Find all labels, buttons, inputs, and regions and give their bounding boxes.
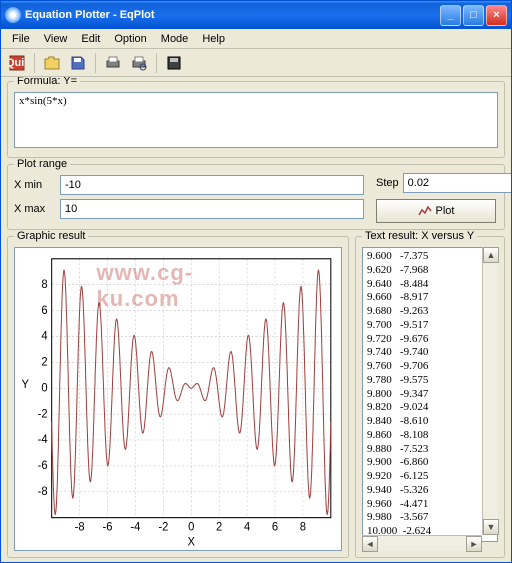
text-result-group: Text result: X versus Y 9.600 -7.375 9.6… [355, 236, 505, 558]
plot-icon [418, 205, 432, 217]
svg-text:-8: -8 [75, 521, 85, 533]
graphic-label: Graphic result [14, 230, 88, 242]
app-window: Equation Plotter - EqPlot _ □ × File Vie… [0, 0, 512, 563]
formula-input[interactable] [14, 92, 498, 148]
xmax-label: X max [14, 203, 54, 215]
formula-label: Formula: Y= [14, 77, 80, 87]
svg-text:6: 6 [272, 521, 278, 533]
step-label: Step [376, 177, 399, 189]
menu-file[interactable]: File [5, 31, 37, 47]
separator [156, 53, 157, 73]
svg-text:8: 8 [300, 521, 306, 533]
open-button[interactable] [40, 51, 64, 75]
save-button[interactable] [66, 51, 90, 75]
svg-text:-6: -6 [38, 460, 48, 472]
app-icon [5, 7, 21, 23]
svg-text:-2: -2 [38, 408, 48, 420]
separator [95, 53, 96, 73]
formula-group: Formula: Y= [7, 81, 505, 158]
svg-text:2: 2 [216, 521, 222, 533]
svg-text:Quit: Quit [9, 57, 25, 69]
print-button[interactable] [101, 51, 125, 75]
svg-text:-4: -4 [130, 521, 141, 533]
svg-text:4: 4 [244, 521, 251, 533]
scroll-left-icon[interactable]: ◄ [362, 536, 378, 552]
xmin-input[interactable] [60, 175, 364, 195]
plot-range-label: Plot range [14, 158, 70, 170]
svg-text:X: X [188, 536, 196, 548]
scroll-right-icon[interactable]: ► [466, 536, 482, 552]
text-result-label: Text result: X versus Y [362, 230, 477, 242]
minimize-button[interactable]: _ [440, 5, 461, 26]
scrollbar-vertical[interactable]: ▲ ▼ [482, 247, 498, 535]
graphic-group: Graphic result -8-6-4-202468-8-6-4-20246… [7, 236, 349, 558]
text-result-area[interactable]: 9.600 -7.375 9.620 -7.968 9.640 -8.484 9… [362, 247, 498, 542]
menu-help[interactable]: Help [195, 31, 232, 47]
maximize-button[interactable]: □ [463, 5, 484, 26]
titlebar[interactable]: Equation Plotter - EqPlot _ □ × [1, 1, 511, 29]
scroll-up-icon[interactable]: ▲ [483, 247, 499, 263]
menu-option[interactable]: Option [107, 31, 153, 47]
menu-mode[interactable]: Mode [154, 31, 196, 47]
client-area: Formula: Y= Plot range X min X max Step [1, 77, 511, 562]
svg-text:-8: -8 [38, 486, 48, 498]
disk-button[interactable] [162, 51, 186, 75]
print-preview-button[interactable] [127, 51, 151, 75]
xmin-label: X min [14, 179, 54, 191]
menu-view[interactable]: View [37, 31, 75, 47]
scroll-down-icon[interactable]: ▼ [483, 519, 499, 535]
results-area: Graphic result -8-6-4-202468-8-6-4-20246… [7, 236, 505, 558]
plot-range-group: Plot range X min X max Step Plot [7, 164, 505, 230]
menubar: File View Edit Option Mode Help [1, 29, 511, 49]
toolbar: Quit [1, 49, 511, 77]
svg-text:6: 6 [41, 305, 47, 317]
svg-text:Y: Y [21, 379, 29, 391]
window-title: Equation Plotter - EqPlot [25, 9, 438, 21]
svg-text:0: 0 [41, 382, 47, 394]
svg-text:-2: -2 [158, 521, 168, 533]
xmax-input[interactable] [60, 199, 364, 219]
svg-text:4: 4 [41, 330, 48, 342]
scrollbar-horizontal[interactable]: ◄ ► [362, 535, 482, 551]
close-button[interactable]: × [486, 5, 507, 26]
svg-text:-6: -6 [103, 521, 113, 533]
menu-edit[interactable]: Edit [74, 31, 107, 47]
svg-text:0: 0 [188, 521, 194, 533]
plot-area: -8-6-4-202468-8-6-4-202468XY www.cg-ku.c… [14, 247, 342, 551]
quit-button[interactable]: Quit [5, 51, 29, 75]
svg-text:-4: -4 [38, 434, 49, 446]
separator [34, 53, 35, 73]
plot-button[interactable]: Plot [376, 199, 496, 223]
svg-text:8: 8 [41, 279, 47, 291]
step-input[interactable] [403, 173, 511, 193]
svg-text:2: 2 [41, 356, 47, 368]
